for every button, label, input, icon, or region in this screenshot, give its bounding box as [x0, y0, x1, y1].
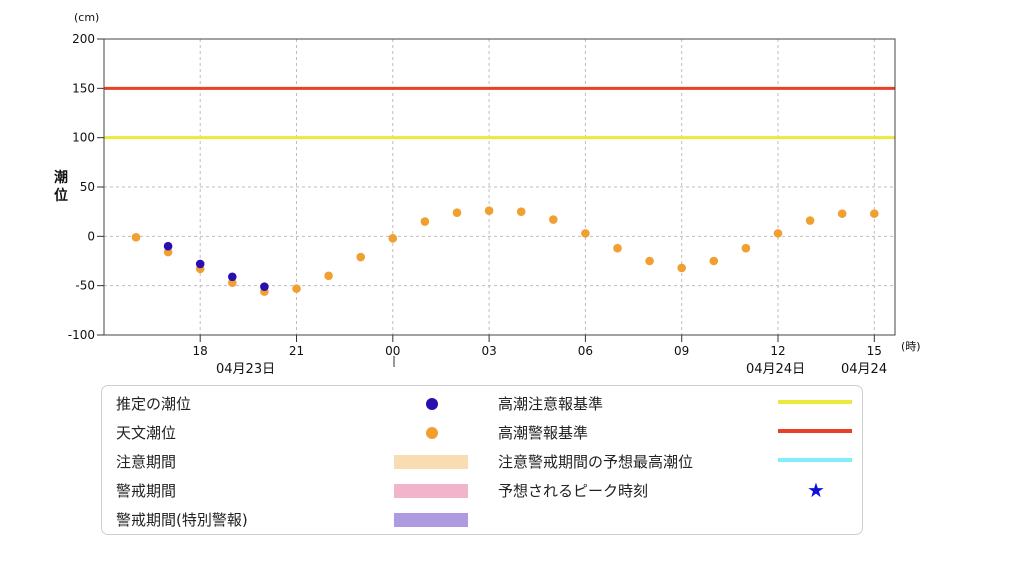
x-tick-label: 21: [289, 344, 304, 358]
legend-estimated-tide-label: 推定の潮位: [116, 395, 192, 413]
chart-grid: [104, 39, 895, 335]
legend-special-warning-period-swatch: [394, 513, 468, 527]
reference-lines: [104, 86, 895, 140]
y-tick-label: 200: [72, 32, 95, 46]
x-tick-label: 06: [578, 344, 593, 358]
x-tick-label: 15: [867, 344, 882, 358]
legend-warning-period-label: 警戒期間: [116, 482, 177, 500]
legend-storm-surge-warning-line: [778, 429, 852, 433]
tide-chart: 200 150 100 50 0 -50 -100 18 21 00 03 06 09 12 15 (cm…: [54, 11, 921, 377]
data-point: [163, 247, 173, 257]
data-points: [131, 206, 879, 296]
data-point: [163, 241, 173, 251]
star-icon: ★: [807, 478, 825, 502]
data-point: [260, 282, 269, 291]
x-axis-ticks: 18 21 00 03 06 09 12 15: [193, 335, 882, 358]
y-axis-title: 潮 位: [54, 169, 73, 204]
legend-warning-period-swatch: [394, 484, 468, 498]
data-point: [773, 229, 783, 238]
y-axis-title-char-2: 位: [54, 187, 68, 204]
data-point: [581, 229, 590, 238]
data-point: [131, 233, 141, 242]
data-point: [741, 243, 751, 253]
x-tick-label: 03: [481, 344, 496, 358]
x-tick-label: 18: [193, 344, 208, 358]
y-axis-ticks: 200 150 100 50 0 -50 -100: [68, 32, 104, 342]
legend-advisory-period-swatch: [394, 455, 468, 469]
data-point: [388, 234, 398, 243]
data-point: [709, 256, 719, 266]
legend-storm-surge-advisory-label: 高潮注意報基準: [498, 395, 604, 413]
data-point: [324, 271, 333, 281]
legend-astronomical-tide-dot: [426, 427, 438, 439]
legend-max-predicted-level-line: [778, 458, 852, 462]
legend-estimated-tide-dot: [426, 398, 438, 410]
data-point: [870, 209, 879, 218]
y-tick-label: -50: [75, 279, 95, 293]
y-unit-label: (cm): [74, 11, 99, 24]
y-tick-label: -100: [68, 328, 95, 342]
date-label-0424-end: 04月24: [841, 362, 887, 377]
y-tick-label: 100: [72, 131, 95, 145]
x-tick-label: 12: [770, 344, 785, 358]
legend-max-predicted-level-label: 注意警戒期間の予想最高潮位: [498, 453, 694, 471]
date-label-0423: 04月23日: [216, 362, 275, 377]
data-point: [420, 217, 430, 226]
data-point: [677, 263, 686, 273]
legend-advisory-period-label: 注意期間: [116, 453, 177, 471]
data-point: [805, 216, 815, 225]
y-tick-label: 0: [87, 229, 95, 243]
y-tick-label: 150: [72, 81, 95, 95]
data-point: [292, 284, 301, 293]
data-point: [195, 259, 205, 269]
data-point: [452, 208, 462, 217]
date-label-0424: 04月24日: [746, 362, 805, 377]
data-point: [613, 243, 622, 253]
x-unit-label: (時): [901, 340, 921, 353]
data-point: [356, 252, 366, 262]
x-tick-label: 09: [674, 344, 689, 358]
data-point: [837, 209, 847, 218]
legend-expected-peak-time-label: 予想されるピーク時刻: [498, 482, 649, 500]
data-point: [549, 215, 558, 224]
legend-storm-surge-advisory-line: [778, 400, 852, 404]
data-point: [645, 256, 654, 266]
legend-storm-surge-warning-label: 高潮警報基準: [498, 424, 589, 442]
data-point: [484, 206, 494, 215]
legend-special-warning-period-label: 警戒期間(特別警報): [116, 511, 248, 529]
data-point: [516, 207, 526, 216]
legend-astronomical-tide-label: 天文潮位: [116, 424, 177, 442]
y-axis-title-char-1: 潮: [54, 169, 68, 186]
x-tick-label: 00: [385, 344, 400, 358]
data-point: [228, 278, 237, 288]
chart-legend: 推定の潮位 天文潮位 注意期間 警戒期間 警戒期間(特別警報) 高潮注意報基準 …: [101, 385, 863, 535]
y-tick-label: 50: [80, 180, 95, 194]
data-point: [228, 272, 237, 282]
